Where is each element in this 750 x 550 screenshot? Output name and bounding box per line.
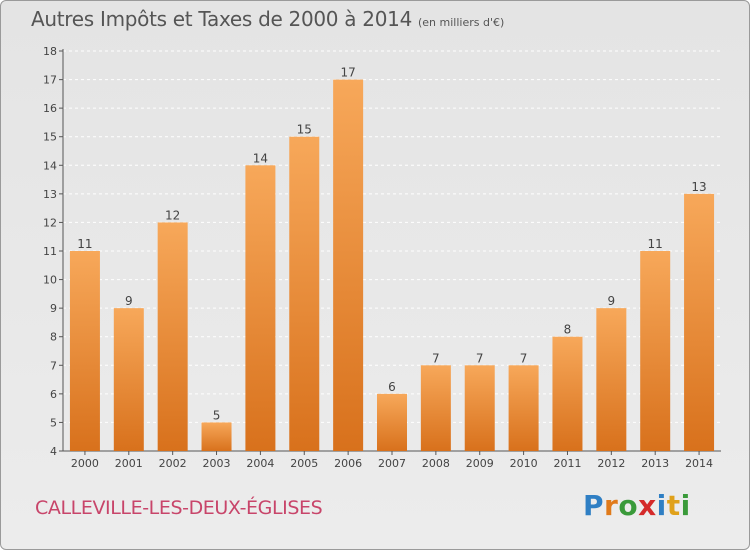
x-tick-label: 2009: [466, 457, 494, 470]
data-label: 6: [388, 380, 396, 394]
data-label: 7: [432, 351, 440, 365]
title-line: Autres Impôts et Taxes de 2000 à 2014 (en…: [31, 7, 504, 31]
bars: [69, 79, 715, 452]
brand-logo[interactable]: Proxiti: [583, 489, 691, 522]
data-label: 9: [125, 294, 133, 308]
data-label: 5: [213, 408, 221, 422]
x-tick-label: 2005: [290, 457, 318, 470]
bar: [464, 365, 495, 451]
x-tick-label: 2012: [597, 457, 625, 470]
y-tick-label: 15: [43, 131, 57, 144]
commune-name: CALLEVILLE-LES-DEUX-ÉGLISES: [35, 497, 323, 519]
bar: [420, 365, 451, 451]
bar: [201, 422, 232, 451]
brand-letter: r: [604, 489, 619, 522]
data-label: 7: [520, 351, 528, 365]
x-tick-label: 2003: [203, 457, 231, 470]
bar: [552, 336, 583, 451]
y-tick-label: 18: [43, 45, 57, 58]
data-label: 7: [476, 351, 484, 365]
chart-title: Autres Impôts et Taxes de 2000 à 2014: [31, 7, 412, 31]
y-tick-label: 7: [50, 359, 57, 372]
bar: [377, 393, 407, 451]
data-labels: 11 9 12 5 14 15 17 6 7 7 7 8 9 11 13: [77, 66, 706, 423]
x-tick-label: 2000: [71, 457, 99, 470]
data-label: 14: [253, 151, 268, 165]
chart-subtitle: (en milliers d'€): [418, 16, 505, 29]
y-tick-label: 14: [43, 159, 57, 172]
x-tick-label: 2008: [422, 457, 450, 470]
y-tick-label: 13: [43, 188, 57, 201]
x-tick-label: 2004: [246, 457, 274, 470]
x-tick-label: 2007: [378, 457, 406, 470]
brand-letter: i: [656, 489, 667, 522]
bar: [640, 251, 671, 451]
data-label: 9: [608, 294, 616, 308]
data-label: 12: [165, 208, 180, 222]
brand-letter: i: [680, 489, 691, 522]
x-tick-label: 2002: [159, 457, 187, 470]
bar: [333, 79, 364, 452]
y-tick-label: 17: [43, 74, 57, 87]
bar: [508, 365, 539, 451]
y-tick-labels: 4 5 6 7 8 9 10 11 12 13 14 15 16 17 18: [43, 45, 57, 458]
y-tick-label: 5: [50, 416, 57, 429]
x-tick-label: 2014: [685, 457, 713, 470]
data-label: 11: [77, 237, 92, 251]
x-tick-label: 2010: [510, 457, 538, 470]
brand-letter: t: [666, 489, 681, 522]
y-tick-label: 12: [43, 216, 57, 229]
bar: [684, 193, 715, 451]
data-label: 11: [648, 237, 663, 251]
y-tick-label: 9: [50, 302, 57, 315]
data-label: 8: [564, 323, 572, 337]
brand-letter: P: [583, 489, 605, 522]
data-label: 15: [297, 123, 312, 137]
bar: [157, 222, 188, 451]
y-tick-label: 11: [43, 245, 57, 258]
x-tick-label: 2013: [641, 457, 669, 470]
bar: [113, 308, 144, 451]
y-tick-label: 4: [50, 445, 57, 458]
x-tick-label: 2006: [334, 457, 362, 470]
y-tick-label: 6: [50, 388, 57, 401]
bar: [245, 165, 276, 452]
x-tick-label: 2011: [553, 457, 581, 470]
y-tick-label: 8: [50, 331, 57, 344]
x-tick-labels: 2000 2001 2002 2003 2004 2005 2006 2007 2008 2009…: [71, 451, 713, 470]
brand-letter: x: [638, 489, 657, 522]
y-tick-label: 16: [43, 102, 57, 115]
brand-letter: o: [618, 489, 639, 522]
bar: [596, 308, 627, 451]
bar: [289, 136, 320, 451]
data-label: 13: [691, 180, 706, 194]
x-tick-label: 2001: [115, 457, 143, 470]
y-tick-label: 10: [43, 274, 57, 287]
bar: [69, 251, 100, 451]
data-label: 17: [340, 66, 355, 80]
